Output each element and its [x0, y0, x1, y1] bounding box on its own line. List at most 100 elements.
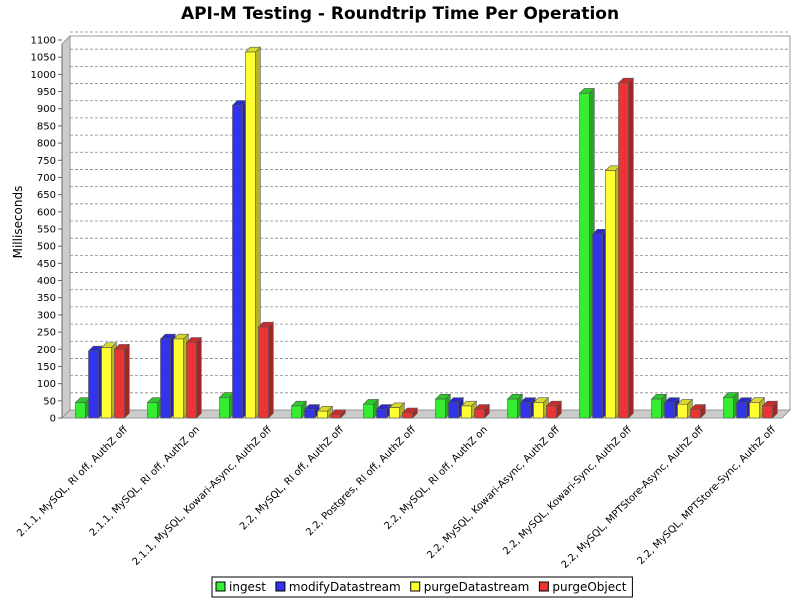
bar-front	[749, 402, 760, 419]
bar	[473, 403, 491, 419]
bar	[362, 398, 380, 419]
bar-front	[114, 348, 125, 419]
bar-front	[186, 342, 197, 419]
bar	[434, 393, 452, 419]
bar	[604, 165, 622, 419]
legend-label: ingest	[229, 580, 266, 594]
legend-item: ingest	[215, 580, 266, 594]
y-tick-label: 850	[37, 121, 56, 132]
x-category-label: 2.1.1, MySQL, RI off, AuthZ off	[15, 424, 131, 540]
y-tick-label: 0	[50, 414, 56, 425]
bar-front	[762, 405, 773, 419]
bar-front	[402, 412, 413, 419]
y-tick-label: 700	[37, 173, 56, 184]
bar-front	[723, 397, 734, 419]
bar-front	[376, 409, 387, 419]
y-tick-label: 950	[37, 87, 56, 98]
bar-front	[507, 398, 518, 419]
bar-front	[147, 402, 158, 419]
bar	[146, 397, 164, 419]
bar	[663, 397, 681, 419]
y-tick-label: 900	[37, 104, 56, 115]
x-category-label: 2.2, MySQL, MPTStore-Sync, AuthZ off	[635, 424, 778, 567]
y-tick-label: 100	[37, 379, 56, 390]
bar-front	[690, 409, 701, 419]
bar	[218, 391, 236, 419]
legend-label: purgeObject	[552, 580, 626, 594]
bar	[87, 345, 105, 419]
y-tick-label: 1100	[31, 36, 56, 47]
bar-front	[245, 51, 256, 419]
bar-front	[435, 398, 446, 419]
bar-front	[101, 347, 112, 419]
bar-side	[124, 343, 130, 419]
bar-front	[363, 403, 374, 419]
bar	[506, 393, 524, 419]
bar	[172, 333, 190, 419]
y-tick-label: 150	[37, 362, 56, 373]
bar-front	[618, 82, 629, 419]
legend-swatch	[275, 581, 286, 592]
plot-area: 0 50 100 150 200 250 300 350 400 450 500 550 600 650 7…	[15, 31, 792, 571]
bar	[735, 397, 753, 419]
chart-title: API-M Testing - Roundtrip Time Per Opera…	[181, 4, 619, 24]
x-category-label: 2.1.1, MySQL, Kowari-Async, AuthZ off	[131, 424, 275, 568]
bar-front	[330, 414, 341, 419]
bar	[257, 321, 275, 419]
bar-front	[579, 92, 590, 419]
bar	[617, 77, 635, 419]
y-tick-label: 250	[37, 328, 56, 339]
bar	[159, 333, 177, 419]
bar-side	[196, 336, 202, 419]
y-tick-label: 400	[37, 276, 56, 287]
bar-front	[219, 397, 230, 419]
bar-front	[520, 402, 531, 419]
bar-front	[88, 350, 99, 419]
bar-side	[268, 321, 274, 419]
y-tick-label: 500	[37, 242, 56, 253]
bar-side	[628, 77, 634, 419]
bar-front	[258, 326, 269, 419]
bar-front	[736, 402, 747, 419]
bar	[578, 87, 596, 419]
bar	[650, 393, 668, 419]
bar	[761, 400, 779, 419]
y-tick-label: 650	[37, 190, 56, 201]
x-category-label: 2.2, MySQL, MPTStore-Async, AuthZ off	[560, 424, 707, 571]
bar	[244, 46, 262, 419]
bar-front	[533, 402, 544, 419]
bar	[519, 397, 537, 419]
bar-front	[677, 403, 688, 419]
y-tick-label: 450	[37, 259, 56, 270]
bar	[100, 342, 118, 419]
bar-front	[304, 409, 315, 419]
bar	[231, 99, 249, 419]
y-tick-label: 200	[37, 345, 56, 356]
bar-front	[605, 170, 616, 419]
bar	[676, 398, 694, 419]
y-tick-label: 50	[43, 396, 56, 407]
bar	[722, 391, 740, 419]
bar-front	[75, 402, 86, 419]
legend-item: modifyDatastream	[275, 580, 401, 594]
bar-front	[291, 405, 302, 419]
bar-front	[664, 402, 675, 419]
bar	[74, 397, 92, 419]
legend: ingest modifyDatastream purgeDatastream pur…	[211, 576, 633, 598]
bar	[545, 400, 563, 419]
x-category-label: 2.2, MySQL, Kowari-Sync, AuthZ off	[501, 424, 635, 558]
bar-front	[592, 233, 603, 419]
bar	[748, 397, 766, 419]
bar-front	[160, 338, 171, 419]
bar-front	[651, 398, 662, 419]
legend-item: purgeObject	[538, 580, 627, 594]
y-tick-label: 750	[37, 156, 56, 167]
bar	[113, 343, 131, 419]
legend-box	[211, 576, 633, 598]
legend-swatch	[410, 581, 421, 592]
bar-front	[448, 402, 459, 419]
bar	[329, 409, 347, 419]
y-tick-label: 800	[37, 139, 56, 150]
